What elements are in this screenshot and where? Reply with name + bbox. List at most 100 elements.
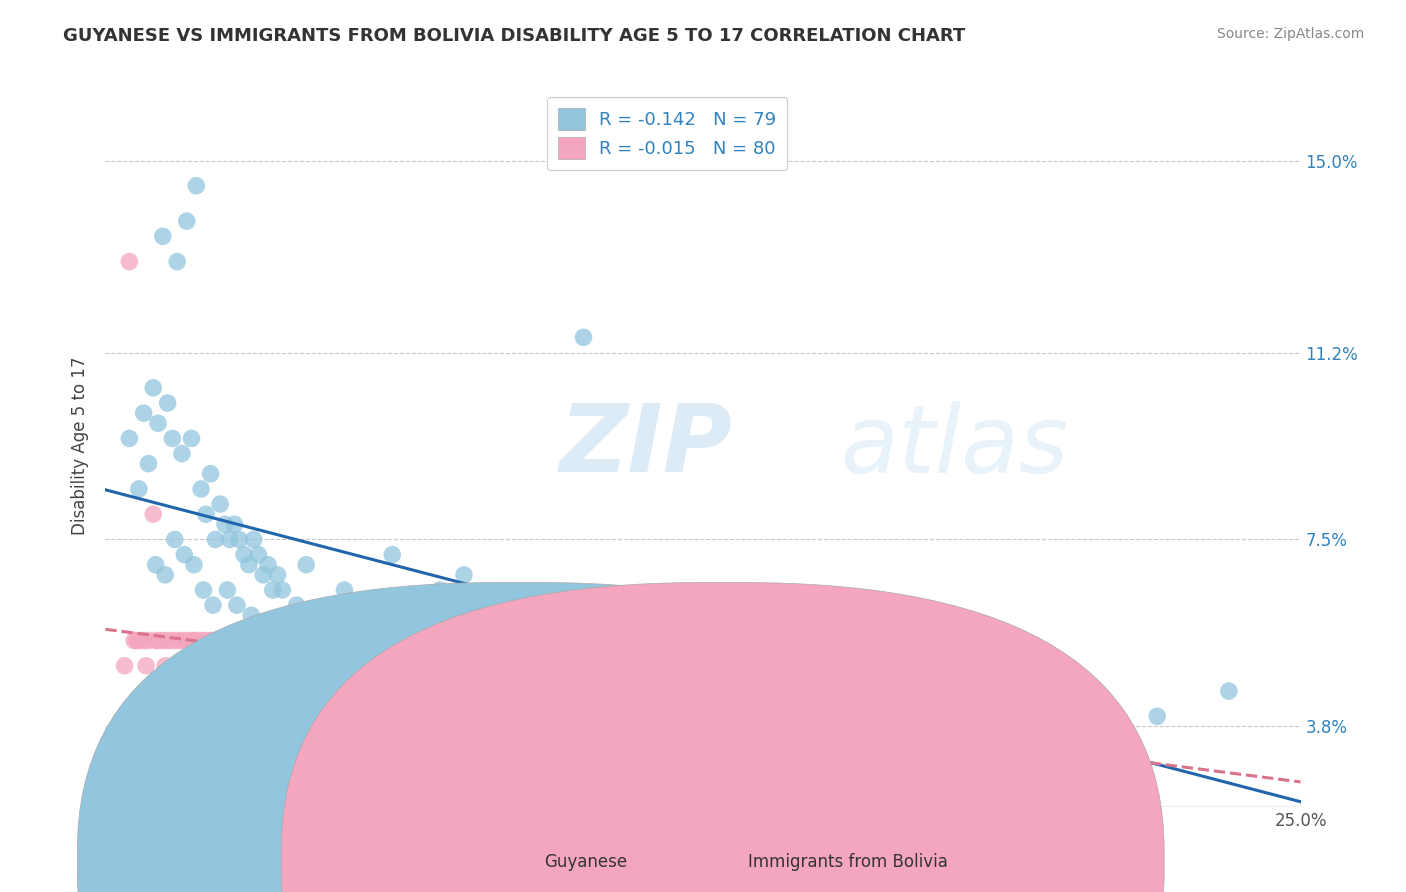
- Point: [257, 558, 280, 572]
- Text: Guyanese: Guyanese: [544, 853, 627, 871]
- Point: [193, 582, 215, 597]
- Point: [146, 417, 169, 431]
- Point: [644, 684, 666, 698]
- Point: [295, 558, 318, 572]
- Point: [391, 684, 413, 698]
- Point: [231, 684, 253, 698]
- Point: [153, 658, 177, 673]
- Point: [180, 432, 202, 446]
- Point: [257, 658, 280, 673]
- Point: [453, 567, 475, 582]
- Point: [429, 658, 451, 673]
- Point: [620, 658, 643, 673]
- Point: [224, 517, 246, 532]
- Point: [180, 633, 202, 648]
- Point: [138, 457, 160, 471]
- Point: [314, 658, 336, 673]
- Point: [381, 548, 404, 562]
- Point: [333, 582, 356, 597]
- Point: [162, 432, 184, 446]
- Point: [429, 582, 451, 597]
- Point: [883, 684, 905, 698]
- Point: [122, 633, 145, 648]
- Point: [176, 214, 198, 228]
- Point: [176, 633, 198, 648]
- Point: [271, 582, 294, 597]
- Point: [233, 548, 256, 562]
- Text: Source: ZipAtlas.com: Source: ZipAtlas.com: [1216, 27, 1364, 41]
- Point: [238, 558, 260, 572]
- Point: [620, 684, 643, 698]
- Point: [290, 618, 312, 632]
- Point: [138, 633, 160, 648]
- Point: [907, 684, 929, 698]
- Point: [343, 658, 366, 673]
- Point: [323, 658, 346, 673]
- Point: [668, 633, 690, 648]
- Point: [211, 658, 233, 673]
- Point: [329, 633, 352, 648]
- Point: [572, 330, 595, 344]
- Point: [477, 658, 499, 673]
- Point: [156, 633, 179, 648]
- Point: [153, 567, 177, 582]
- Point: [309, 658, 332, 673]
- Point: [1026, 719, 1049, 733]
- Text: atlas: atlas: [841, 401, 1069, 491]
- Point: [285, 598, 308, 612]
- Point: [128, 633, 150, 648]
- Point: [228, 633, 250, 648]
- Point: [114, 658, 136, 673]
- Point: [524, 684, 547, 698]
- Point: [252, 658, 274, 673]
- Point: [200, 467, 222, 481]
- Point: [357, 658, 380, 673]
- Point: [343, 658, 366, 673]
- Point: [1074, 684, 1097, 698]
- Point: [186, 633, 208, 648]
- Point: [132, 406, 155, 420]
- Point: [170, 633, 193, 648]
- Point: [501, 684, 523, 698]
- Point: [811, 658, 834, 673]
- Point: [221, 658, 243, 673]
- Point: [266, 567, 288, 582]
- Point: [477, 633, 499, 648]
- Point: [596, 684, 619, 698]
- Point: [501, 658, 523, 673]
- Point: [204, 533, 226, 547]
- Point: [859, 684, 882, 698]
- Point: [524, 633, 547, 648]
- Point: [240, 633, 263, 648]
- Point: [233, 633, 256, 648]
- Point: [299, 633, 322, 648]
- Point: [668, 684, 690, 698]
- Point: [240, 608, 263, 623]
- Point: [247, 548, 270, 562]
- Point: [194, 507, 217, 521]
- Text: ZIP: ZIP: [560, 400, 733, 492]
- Point: [214, 517, 236, 532]
- Point: [152, 229, 174, 244]
- Point: [572, 658, 595, 673]
- Point: [183, 633, 205, 648]
- Point: [108, 749, 131, 764]
- Point: [214, 633, 236, 648]
- Text: GUYANESE VS IMMIGRANTS FROM BOLIVIA DISABILITY AGE 5 TO 17 CORRELATION CHART: GUYANESE VS IMMIGRANTS FROM BOLIVIA DISA…: [63, 27, 966, 45]
- Point: [163, 658, 186, 673]
- Point: [242, 633, 264, 648]
- Point: [323, 608, 346, 623]
- Y-axis label: Disability Age 5 to 17: Disability Age 5 to 17: [72, 357, 90, 535]
- Point: [292, 658, 315, 673]
- Point: [173, 548, 195, 562]
- Point: [262, 582, 284, 597]
- Point: [173, 658, 195, 673]
- Point: [200, 633, 222, 648]
- Point: [548, 684, 571, 698]
- Point: [224, 633, 246, 648]
- Point: [217, 582, 239, 597]
- Point: [135, 658, 157, 673]
- Point: [186, 178, 208, 193]
- Point: [132, 633, 155, 648]
- Point: [264, 684, 287, 698]
